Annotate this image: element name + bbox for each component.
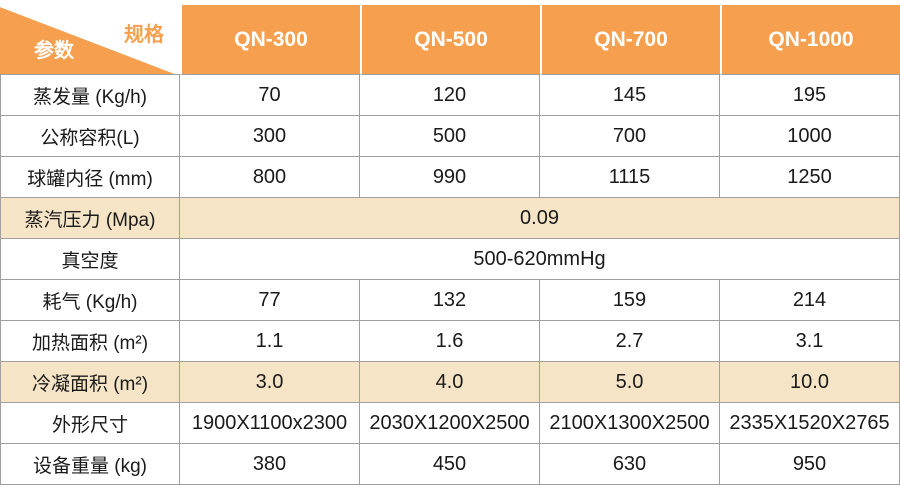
value-cell: 2030X1200X2500 [360, 403, 540, 444]
row-label: 蒸汽压力 (Mpa) [0, 198, 180, 239]
value-cell: 990 [360, 157, 540, 198]
value-cell: 159 [540, 280, 720, 321]
value-cell: 132 [360, 280, 540, 321]
row-vacuum-degree: 真空度 500-620mmHg [0, 239, 900, 280]
row-air-consumption: 耗气 (Kg/h) 77 132 159 214 [0, 280, 900, 321]
value-cell: 3.0 [180, 362, 360, 403]
value-cell: 77 [180, 280, 360, 321]
value-cell: 500 [360, 116, 540, 157]
value-cell: 10.0 [720, 362, 900, 403]
corner-label-param: 参数 [34, 40, 74, 62]
column-header-qn700: QN-700 [540, 5, 720, 75]
spec-table: 规格 参数 QN-300 QN-500 QN-700 QN-1000 蒸发量 (… [0, 5, 900, 485]
value-cell: 1250 [720, 157, 900, 198]
value-cell: 120 [360, 75, 540, 116]
value-cell: 950 [720, 444, 900, 485]
row-heating-area: 加热面积 (m²) 1.1 1.6 2.7 3.1 [0, 321, 900, 362]
value-cell: 630 [540, 444, 720, 485]
value-cell: 1900X1100x2300 [180, 403, 360, 444]
value-cell: 2335X1520X2765 [720, 403, 900, 444]
value-cell: 145 [540, 75, 720, 116]
value-cell: 1115 [540, 157, 720, 198]
row-label: 球罐内径 (mm) [0, 157, 180, 198]
value-cell-merged: 500-620mmHg [180, 239, 900, 280]
value-cell: 2.7 [540, 321, 720, 362]
row-sphere-inner-diameter: 球罐内径 (mm) 800 990 1115 1250 [0, 157, 900, 198]
value-cell: 300 [180, 116, 360, 157]
value-cell: 1000 [720, 116, 900, 157]
value-cell: 5.0 [540, 362, 720, 403]
value-cell: 450 [360, 444, 540, 485]
value-cell: 380 [180, 444, 360, 485]
row-label: 真空度 [0, 239, 180, 280]
row-label: 公称容积(L) [0, 116, 180, 157]
row-evaporation-capacity: 蒸发量 (Kg/h) 70 120 145 195 [0, 75, 900, 116]
row-label: 耗气 (Kg/h) [0, 280, 180, 321]
row-overall-dimensions: 外形尺寸 1900X1100x2300 2030X1200X2500 2100X… [0, 403, 900, 444]
row-label: 蒸发量 (Kg/h) [0, 75, 180, 116]
column-header-qn500: QN-500 [360, 5, 540, 75]
value-cell: 3.1 [720, 321, 900, 362]
value-cell: 70 [180, 75, 360, 116]
column-header-qn300: QN-300 [180, 5, 360, 75]
corner-label-spec: 规格 [124, 24, 164, 46]
value-cell: 2100X1300X2500 [540, 403, 720, 444]
row-nominal-volume: 公称容积(L) 300 500 700 1000 [0, 116, 900, 157]
value-cell: 800 [180, 157, 360, 198]
corner-diagonal-split [0, 5, 180, 74]
corner-cell: 规格 参数 [0, 5, 180, 75]
row-label: 加热面积 (m²) [0, 321, 180, 362]
value-cell: 4.0 [360, 362, 540, 403]
header-row: 规格 参数 QN-300 QN-500 QN-700 QN-1000 [0, 5, 900, 75]
row-label: 设备重量 (kg) [0, 444, 180, 485]
column-header-qn1000: QN-1000 [720, 5, 900, 75]
value-cell: 1.1 [180, 321, 360, 362]
value-cell: 195 [720, 75, 900, 116]
row-equipment-weight: 设备重量 (kg) 380 450 630 950 [0, 444, 900, 485]
row-steam-pressure: 蒸汽压力 (Mpa) 0.09 [0, 198, 900, 239]
value-cell: 1.6 [360, 321, 540, 362]
value-cell: 214 [720, 280, 900, 321]
row-condensing-area: 冷凝面积 (m²) 3.0 4.0 5.0 10.0 [0, 362, 900, 403]
value-cell-merged: 0.09 [180, 198, 900, 239]
row-label: 冷凝面积 (m²) [0, 362, 180, 403]
value-cell: 700 [540, 116, 720, 157]
row-label: 外形尺寸 [0, 403, 180, 444]
